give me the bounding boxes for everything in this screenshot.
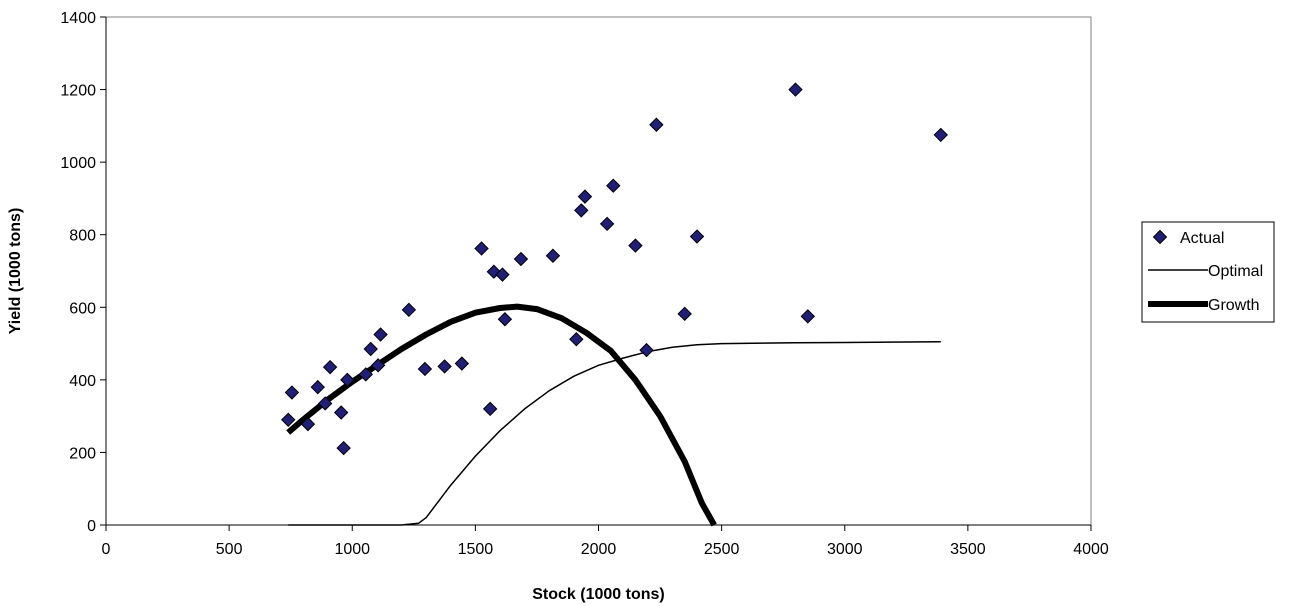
data-point-actual: [336, 440, 351, 456]
x-tick-label: 2500: [704, 541, 740, 558]
data-point-actual: [933, 127, 948, 143]
data-point-actual: [800, 309, 816, 324]
data-point-actual: [495, 267, 510, 282]
data-point-actual: [333, 405, 349, 420]
data-point-actual: [322, 359, 338, 375]
legend-item-optimal: Optimal: [1148, 263, 1263, 280]
data-point-actual: [373, 327, 388, 342]
y-tick-label: 400: [69, 373, 96, 390]
data-point-actual: [340, 372, 355, 388]
x-tick-label: 3000: [827, 541, 863, 558]
y-tick-label: 1200: [60, 83, 96, 100]
data-point-actual: [569, 332, 584, 347]
data-point-actual: [310, 379, 325, 395]
x-tick-label: 1500: [458, 541, 494, 558]
data-point-actual: [513, 251, 529, 267]
x-axis-title: Stock (1000 tons): [532, 586, 664, 603]
legend-label-optimal: Optimal: [1208, 263, 1263, 280]
legend-label-growth: Growth: [1208, 297, 1260, 314]
data-point-actual: [363, 341, 378, 357]
data-point-actual: [677, 306, 692, 322]
data-point-actual: [574, 203, 589, 218]
data-point-actual: [689, 229, 705, 244]
x-tick-label: 500: [216, 541, 243, 558]
x-tick-label: 0: [102, 541, 111, 558]
series-line-optimal: [288, 341, 941, 526]
data-point-actual: [606, 178, 621, 193]
data-point-actual: [300, 416, 316, 432]
plot-border: [105, 16, 1092, 526]
plot-area: [105, 16, 1092, 526]
data-point-actual: [474, 241, 489, 256]
y-tick-label: 600: [69, 300, 96, 317]
data-point-actual: [401, 302, 417, 318]
series-layer: [281, 82, 948, 527]
x-tick-label: 2000: [581, 541, 617, 558]
series-line-growth: [286, 303, 717, 527]
data-point-actual: [577, 189, 593, 204]
y-tick-label: 800: [69, 228, 96, 245]
data-point-actual: [599, 216, 615, 232]
data-point-actual: [317, 396, 333, 411]
y-axis: 0 200 400 600 800 1000 1200 1400: [60, 10, 107, 535]
data-point-actual: [454, 356, 470, 371]
y-tick-label: 200: [69, 445, 96, 462]
data-point-actual: [370, 358, 386, 373]
data-point-actual: [639, 342, 654, 358]
y-tick-label: 1400: [60, 10, 96, 27]
x-axis: 0 500 1000 1500 2000 2500 3000 3500 4000: [102, 524, 1109, 558]
data-point-actual: [545, 248, 561, 263]
x-tick-label: 1000: [334, 541, 370, 558]
data-point-actual: [628, 238, 643, 253]
data-point-actual: [649, 117, 664, 132]
data-point-actual: [788, 82, 803, 97]
x-tick-label: 3500: [950, 541, 986, 558]
data-point-actual: [437, 359, 452, 374]
legend-item-actual: Actual: [1152, 229, 1224, 247]
x-tick-label: 4000: [1073, 541, 1109, 558]
y-tick-label: 1000: [60, 155, 96, 172]
y-tick-label: 0: [87, 518, 96, 535]
data-point-actual: [482, 401, 498, 417]
legend-label-actual: Actual: [1180, 230, 1224, 247]
data-point-actual: [284, 385, 300, 400]
y-axis-title: Yield (1000 tons): [7, 208, 24, 335]
data-point-actual: [358, 367, 374, 382]
data-point-actual: [281, 412, 296, 427]
legend: Actual Optimal Growth: [1141, 221, 1275, 323]
legend-item-growth: Growth: [1148, 297, 1260, 314]
data-point-actual: [486, 264, 502, 279]
data-point-actual: [417, 361, 433, 377]
data-point-actual: [497, 312, 513, 327]
legend-marker-actual: [1152, 229, 1168, 245]
